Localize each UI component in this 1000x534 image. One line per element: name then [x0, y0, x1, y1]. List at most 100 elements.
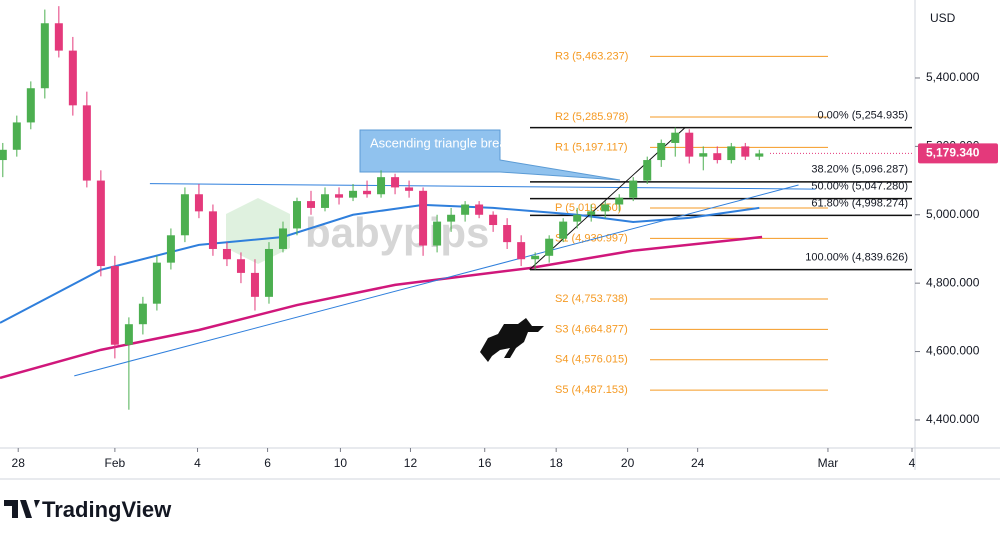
x-tick-label: 6	[264, 456, 271, 470]
candle-body	[208, 211, 217, 249]
candle-body	[489, 214, 498, 226]
candle-body	[40, 23, 49, 89]
candle-body	[278, 228, 287, 249]
pivot-label: S4 (4,576.015)	[555, 354, 628, 366]
candle-body	[222, 248, 231, 260]
candle-body	[54, 23, 63, 51]
x-tick-label: 4	[194, 456, 201, 470]
candle-body	[405, 187, 414, 191]
x-tick-label: 10	[334, 456, 348, 470]
brand: TradingView	[42, 497, 172, 522]
y-tick-label: 5,400.000	[926, 70, 980, 84]
candle-body	[587, 211, 596, 215]
candle-body	[110, 266, 119, 345]
candle-body	[26, 88, 35, 123]
candle-body	[433, 221, 442, 246]
candle-body	[307, 201, 316, 208]
candle-body	[12, 122, 21, 150]
x-tick-label: 12	[404, 456, 418, 470]
overlay-line	[74, 184, 799, 377]
candle-body	[629, 180, 638, 198]
callout	[359, 129, 621, 181]
last-price-box	[918, 143, 998, 164]
candle-body	[615, 197, 624, 205]
candle-body	[363, 190, 372, 195]
pivot-label: R2 (5,285.978)	[555, 111, 628, 123]
candle-body	[0, 149, 7, 161]
candle-body	[96, 180, 105, 267]
candle-body	[349, 190, 358, 198]
candle-body	[292, 201, 301, 229]
pivot-label: S3 (4,664.877)	[555, 323, 628, 335]
y-tick-label: 4,400.000	[926, 412, 980, 426]
candle-body	[671, 132, 680, 143]
candle-body	[545, 238, 554, 256]
last-price-label: 5,179.340	[926, 146, 980, 160]
watermark-logo	[226, 198, 290, 264]
candle-body	[685, 132, 694, 157]
y-tick-label: 4,600.000	[926, 344, 980, 358]
candle-body	[517, 242, 526, 260]
y-tick-label: 4,800.000	[926, 275, 980, 289]
candle-body	[573, 214, 582, 222]
candle-body	[180, 194, 189, 236]
candle-body	[82, 105, 91, 181]
candle-body	[419, 190, 428, 246]
candle-body	[475, 204, 484, 215]
axis-unit: USD	[930, 11, 956, 25]
candle-body	[377, 177, 386, 195]
candle-body	[713, 153, 722, 161]
pivot-label: S2 (4,753.738)	[555, 293, 628, 305]
candle-body	[166, 235, 175, 263]
candle-body	[194, 194, 203, 212]
candle-body	[447, 214, 456, 222]
fib-label: 100.00% (4,839.626)	[805, 252, 908, 264]
candle-body	[68, 50, 77, 106]
candle-body	[531, 255, 540, 260]
candle-body	[236, 259, 245, 273]
x-tick-label: 24	[691, 456, 705, 470]
candle-body	[124, 324, 133, 345]
candle-body	[559, 221, 568, 239]
candle-body	[755, 153, 764, 157]
pivot-label: R1 (5,197.117)	[555, 141, 628, 153]
x-tick-label: Feb	[105, 456, 126, 470]
pivot-label: R3 (5,463.237)	[555, 50, 628, 62]
overlay-line	[149, 183, 816, 190]
candle-body	[699, 153, 708, 157]
candle-body	[643, 160, 652, 181]
candle-body	[657, 142, 666, 161]
x-tick-label: 4	[909, 456, 916, 470]
x-tick-label: 20	[621, 456, 635, 470]
candle-body	[727, 146, 736, 161]
candle-body	[503, 225, 512, 243]
brand-logo	[4, 500, 40, 518]
watermark: babypips	[305, 209, 489, 256]
candle-body	[461, 204, 470, 215]
fib-label: 61.80% (4,998.274)	[811, 197, 908, 209]
fib-label: 0.00% (5,254.935)	[817, 109, 908, 121]
candle-body	[741, 146, 750, 157]
bull-icon	[480, 318, 544, 362]
x-tick-label: Mar	[818, 456, 839, 470]
x-tick-label: 28	[12, 456, 26, 470]
candle-body	[321, 194, 330, 208]
annotation: Ascending triangle breakout	[370, 135, 532, 150]
fib-label: 50.00% (5,047.280)	[811, 181, 908, 193]
candle-body	[391, 177, 400, 188]
candle-body	[152, 262, 161, 304]
fib-label: 38.20% (5,096.287)	[811, 164, 908, 176]
x-tick-label: 18	[549, 456, 563, 470]
pivot-label: S5 (4,487.153)	[555, 384, 628, 396]
candle-body	[264, 248, 273, 297]
candle-body	[335, 194, 344, 198]
x-tick-label: 16	[478, 456, 492, 470]
y-tick-label: 5,000.000	[926, 207, 980, 221]
candle-body	[250, 272, 259, 297]
overlay-line	[0, 235, 763, 380]
candle-body	[138, 303, 147, 325]
candle-body	[601, 204, 610, 212]
